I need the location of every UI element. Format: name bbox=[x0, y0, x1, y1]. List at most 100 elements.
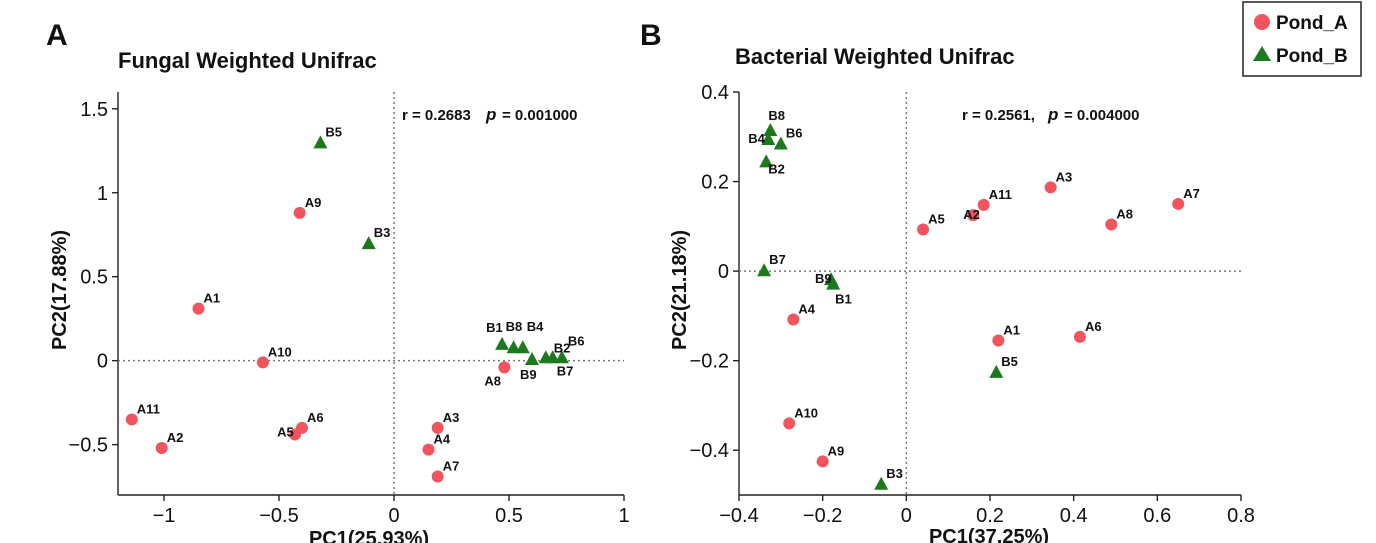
panel-b-annotation-p-symbol: p bbox=[1047, 105, 1058, 124]
legend: Pond_A Pond_B bbox=[1242, 1, 1362, 77]
panel-b-x-tick-label: 0.2 bbox=[976, 505, 1004, 527]
panel-a-point-a8 bbox=[498, 361, 511, 374]
panel-b-point-label-b4: B4 bbox=[748, 131, 765, 146]
panel-a-point-a10 bbox=[256, 356, 269, 369]
panel-a-annotation-r: r = 0.2683 bbox=[402, 107, 471, 124]
panel-a-point-label-b2: B2 bbox=[554, 340, 571, 355]
panel-a-point-a2 bbox=[155, 441, 168, 454]
panel-a-point-label-a6: A6 bbox=[307, 410, 324, 425]
panel-a-point-label-a9: A9 bbox=[305, 195, 322, 210]
panel-a-y-tick-label: −0.5 bbox=[69, 435, 108, 457]
panel-b-point-label-a2: A2 bbox=[963, 207, 980, 222]
panel-b-point-b8 bbox=[763, 123, 778, 137]
panel-b-point-label-b8: B8 bbox=[768, 108, 785, 123]
panel-b-point-a6 bbox=[1073, 330, 1086, 343]
panel-b-y-tick-label: 0.2 bbox=[701, 172, 729, 194]
panel-b-point-a4 bbox=[787, 313, 800, 326]
panel-a-xlabel: PC1(25.93%) bbox=[309, 528, 429, 543]
panel-a-point-label-b5: B5 bbox=[325, 124, 342, 139]
panel-b-y-tick-label: 0.4 bbox=[701, 82, 729, 104]
panel-b-point-label-a10: A10 bbox=[794, 405, 818, 420]
panel-a-point-b5 bbox=[313, 135, 328, 149]
panel-a-x-tick-label: 1 bbox=[618, 505, 629, 527]
panel-b-point-a5 bbox=[917, 223, 930, 236]
panel-a-point-a3 bbox=[431, 421, 444, 434]
panel-a-point-label-a4: A4 bbox=[434, 432, 451, 447]
panel-b-points bbox=[757, 123, 1185, 490]
panel-a-label: A bbox=[46, 19, 68, 52]
panel-b-point-b5 bbox=[989, 364, 1004, 378]
panel-a-point-b6 bbox=[554, 350, 569, 364]
panel-b-ylabel: PC2(21.18%) bbox=[669, 230, 691, 350]
panel-b-point-label-a5: A5 bbox=[928, 211, 945, 226]
panel-b-point-b4 bbox=[761, 132, 776, 146]
panel-a-point-b1 bbox=[495, 336, 510, 350]
panel-a-point-a7 bbox=[431, 470, 444, 483]
panel-b: B Bacterial Weighted Unifrac −0.4 −0.2 0 0.… bbox=[640, 19, 1255, 543]
panel-b-point-label-b2: B2 bbox=[768, 161, 785, 176]
panel-b-annotation-p-value: = 0.004000 bbox=[1064, 107, 1140, 124]
panel-a-y-tick-label: 1.5 bbox=[80, 99, 108, 121]
panel-b-point-label-b3: B3 bbox=[886, 466, 903, 481]
panel-a-point-b9 bbox=[525, 351, 539, 365]
panel-a-point-label-b9: B9 bbox=[520, 367, 537, 382]
panel-b-point-label-a4: A4 bbox=[798, 301, 815, 316]
panel-b-y-tick-label: −0.4 bbox=[690, 440, 729, 462]
panel-a-annotation-p-symbol: p bbox=[485, 105, 496, 124]
panel-b-point-label-a8: A8 bbox=[1116, 207, 1133, 222]
panel-b-point-label-a1: A1 bbox=[1003, 323, 1020, 338]
panel-a-x-tick-label: 0.5 bbox=[495, 505, 523, 527]
panel-a-title: Fungal Weighted Unifrac bbox=[118, 48, 377, 73]
legend-marker-pond-a bbox=[1254, 14, 1270, 30]
panel-b-axes: −0.4 −0.2 0 0.2 0.4 0.6 0.8 −0.4 −0.2 0 0.2 0.4 bbox=[690, 82, 1255, 527]
legend-label-pond-a: Pond_A bbox=[1276, 13, 1348, 34]
panel-a-point-label-a7: A7 bbox=[443, 459, 460, 474]
panel-b-point-a8 bbox=[1105, 218, 1118, 231]
panel-a-point-label-a10: A10 bbox=[268, 344, 292, 359]
panel-a-point-b4 bbox=[515, 340, 530, 354]
panel-a-point-label-a1: A1 bbox=[204, 291, 221, 306]
panel-b-x-tick-label: −0.2 bbox=[803, 505, 842, 527]
panel-b-x-tick-label: −0.4 bbox=[719, 505, 758, 527]
panel-a-point-a1 bbox=[192, 302, 205, 315]
panel-a-point-label-b6: B6 bbox=[568, 333, 585, 348]
panel-a-point-labels: A1 A2 A3 A4 A5 A6 A7 A8 A9 A10 A11 B1 B2 B3 B4 B5 B6 B7 B8… bbox=[137, 124, 585, 473]
panel-b-point-label-b5: B5 bbox=[1001, 354, 1018, 369]
panel-b-point-a3 bbox=[1044, 181, 1057, 194]
panel-b-point-label-a3: A3 bbox=[1056, 169, 1073, 184]
panel-b-point-a11 bbox=[977, 198, 990, 211]
panel-a-y-tick-label: 0.5 bbox=[80, 267, 108, 289]
panel-a: A Fungal Weighted Unifrac −1 −0.5 0 0.5 1 −0.… bbox=[46, 19, 630, 543]
panel-b-y-tick-label: −0.2 bbox=[690, 351, 729, 373]
legend-label-pond-b: Pond_B bbox=[1276, 46, 1348, 67]
panel-a-point-b8 bbox=[506, 340, 521, 354]
panel-a-annotation-p-value: = 0.001000 bbox=[502, 107, 578, 124]
panel-a-point-label-b1: B1 bbox=[486, 320, 503, 335]
panel-a-point-a6 bbox=[296, 421, 308, 434]
legend-marker-pond-b bbox=[1253, 46, 1271, 61]
panel-a-point-a9 bbox=[293, 206, 306, 219]
panel-a-point-a4 bbox=[422, 443, 435, 456]
panel-a-point-label-b8: B8 bbox=[506, 319, 523, 334]
panel-b-point-label-a11: A11 bbox=[989, 187, 1012, 202]
panel-a-point-label-a8: A8 bbox=[484, 373, 501, 388]
panel-a-point-label-b4: B4 bbox=[527, 319, 544, 334]
panel-b-title: Bacterial Weighted Unifrac bbox=[735, 44, 1015, 69]
panel-a-points bbox=[125, 135, 569, 483]
panel-b-point-b3 bbox=[874, 476, 889, 490]
panel-b-x-tick-label: 0.4 bbox=[1060, 505, 1088, 527]
panel-a-ylabel: PC2(17.88%) bbox=[49, 230, 71, 350]
panel-b-xlabel: PC1(37.25%) bbox=[929, 526, 1049, 543]
panel-b-point-label-a7: A7 bbox=[1183, 186, 1200, 201]
panel-b-y-tick-label: 0 bbox=[718, 261, 729, 283]
panel-b-point-label-a9: A9 bbox=[828, 443, 845, 458]
panel-b-point-label-b6: B6 bbox=[786, 125, 803, 140]
panel-b-x-tick-label: 0.6 bbox=[1143, 505, 1171, 527]
panel-a-point-label-a11: A11 bbox=[137, 401, 160, 416]
panel-a-point-label-a5: A5 bbox=[277, 425, 294, 440]
panel-b-point-b7 bbox=[757, 263, 772, 277]
panel-a-x-tick-label: 0 bbox=[388, 505, 399, 527]
panel-b-point-label-a6: A6 bbox=[1085, 319, 1102, 334]
panel-a-y-tick-label: 0 bbox=[97, 351, 108, 373]
